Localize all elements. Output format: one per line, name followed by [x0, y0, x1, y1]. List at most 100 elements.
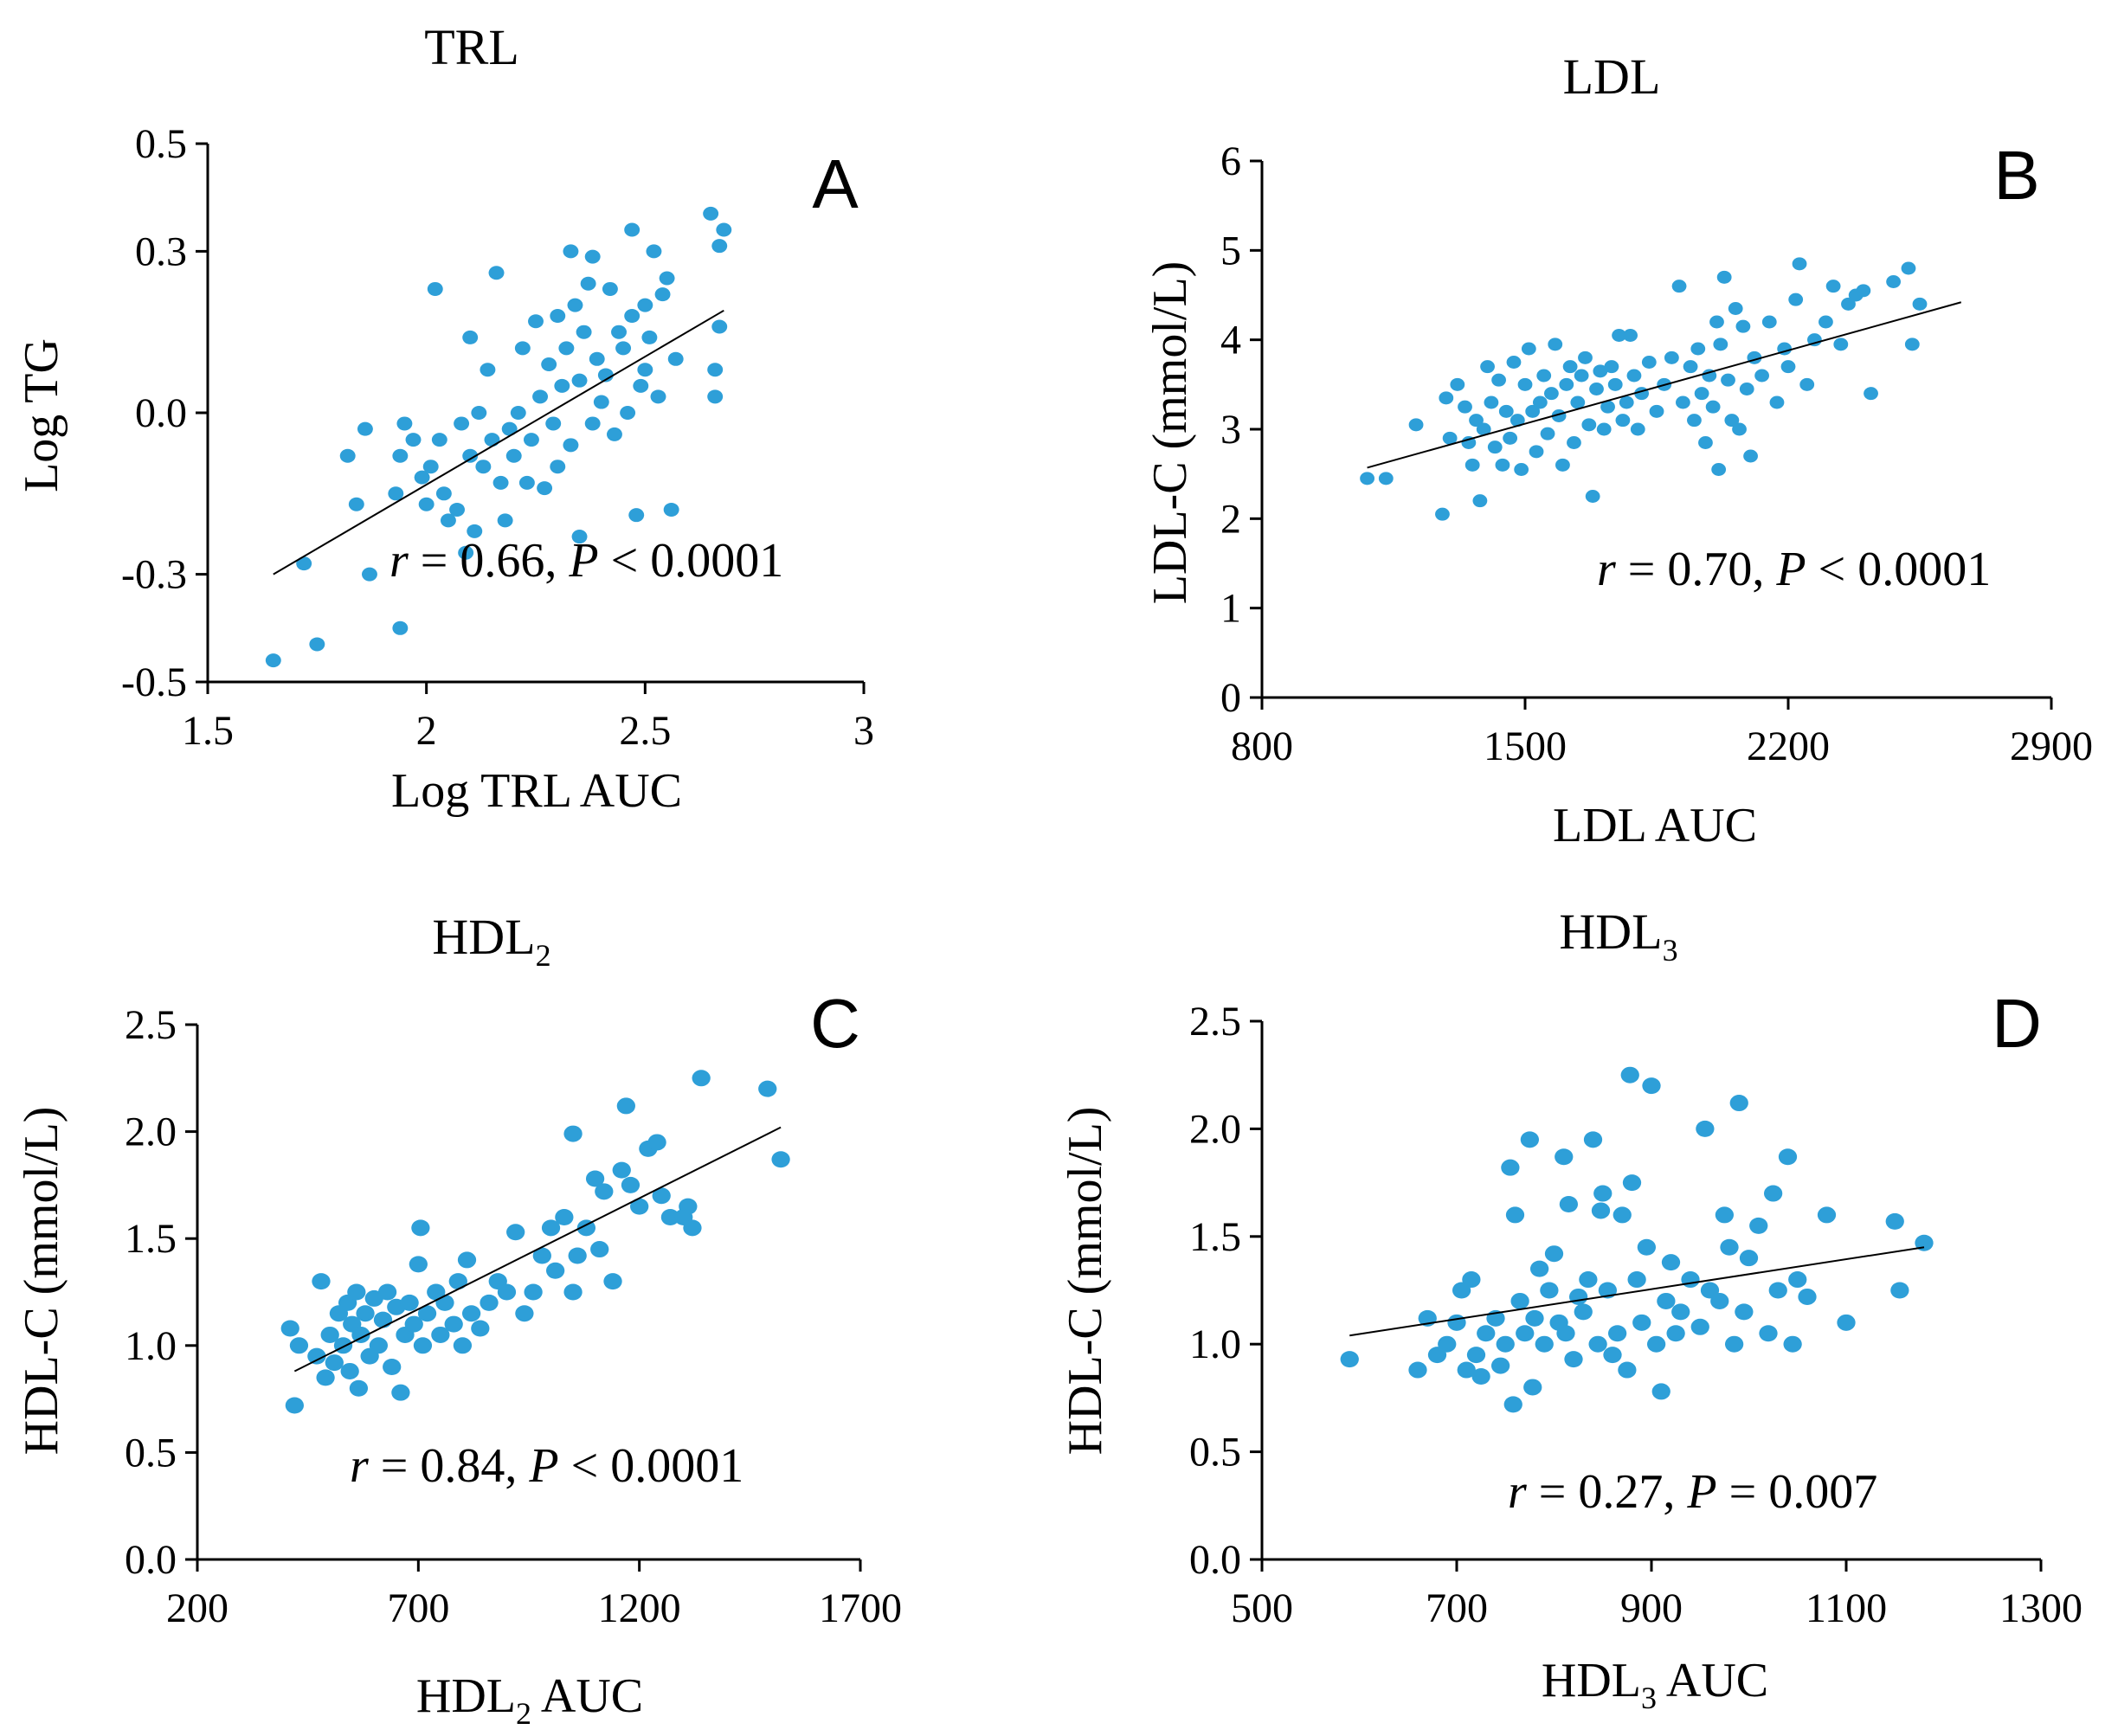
- panel-c-data-point: [411, 1219, 430, 1237]
- panel-b-r-symbol: r: [1597, 543, 1616, 596]
- panel-a-data-point: [620, 406, 636, 420]
- panel-d-data-point: [1462, 1271, 1481, 1289]
- panel-a-fit-line: [273, 309, 724, 575]
- panel-d-data-point: [1529, 1260, 1549, 1277]
- panel-c-data-point: [320, 1326, 339, 1343]
- panel-d-x-label-main: HDL: [1542, 1654, 1641, 1707]
- panel-b-data-point: [1593, 364, 1608, 378]
- panel-b-y-tick-label: 0: [1220, 675, 1241, 721]
- panel-d-data-point: [1438, 1335, 1457, 1353]
- panel-b-data-point: [1498, 404, 1514, 418]
- panel-b: LDL B 800 1500 2200 2900 0 1 2 3 4 5 6 LDL AUC LD…: [1143, 48, 2093, 852]
- panel-d-data-point: [1603, 1347, 1622, 1364]
- panel-c-y-tick-label: 0.5: [125, 1430, 177, 1476]
- panel-c-data-point: [356, 1305, 375, 1322]
- panel-d-p-symbol: P: [1686, 1465, 1716, 1519]
- panel-a-data-point: [637, 298, 653, 312]
- panel-c-data-point: [391, 1384, 410, 1401]
- panel-c-data-point: [555, 1208, 574, 1225]
- panel-a-data-point: [435, 486, 452, 501]
- panel-d-data-point: [1681, 1271, 1700, 1289]
- panel-b-data-point: [1690, 342, 1706, 356]
- panel-b-data-point: [1728, 302, 1743, 315]
- panel-b-data-point: [1735, 319, 1751, 333]
- panel-b-data-point: [1825, 280, 1841, 293]
- panel-a-data-point: [571, 373, 588, 388]
- panel-a-data-point: [659, 271, 675, 286]
- panel-b-data-point: [1567, 436, 1581, 449]
- panel-a-data-point: [488, 266, 505, 280]
- panel-d-p-value: = 0.007: [1717, 1465, 1878, 1519]
- panel-a-data-point: [624, 222, 641, 237]
- panel-a-stat-annotation: r = 0.66, P < 0.0001: [389, 534, 783, 588]
- panel-a-x-tick-label: 2.5: [619, 708, 671, 754]
- panel-d-data-point: [1510, 1292, 1529, 1309]
- panel-a-data-point: [550, 460, 566, 474]
- panel-c-data-point: [383, 1359, 402, 1376]
- panel-b-data-point: [1676, 395, 1690, 409]
- panel-a-data-point: [558, 341, 575, 356]
- panel-d-data-point: [1890, 1282, 1909, 1299]
- panel-a-data-point: [550, 309, 566, 324]
- panel-b-data-point: [1799, 377, 1815, 391]
- panel-b-data-point: [1596, 422, 1612, 436]
- panel-a-data-point: [571, 530, 588, 544]
- panel-c-data-point: [461, 1305, 481, 1322]
- panel-a-data-point: [611, 325, 627, 339]
- panel-a-data-point: [593, 395, 609, 409]
- panel-d-data-point: [1579, 1271, 1598, 1289]
- panel-b-data-point: [1536, 369, 1552, 383]
- panel-d-data-point: [1837, 1314, 1856, 1331]
- panel-b-data-point: [1687, 414, 1702, 428]
- panel-a-data-point: [584, 249, 601, 264]
- panel-d-data-point: [1696, 1120, 1715, 1137]
- panel-b-data-point: [1694, 387, 1709, 401]
- panel-a-data-point: [348, 497, 364, 511]
- panel-c-x-axis-label: HDL2 AUC: [416, 1669, 643, 1731]
- panel-b-y-tick-label: 3: [1220, 407, 1241, 453]
- panel-c-data-point: [351, 1326, 370, 1343]
- panel-d-data-point: [1739, 1250, 1759, 1267]
- panel-a-data-point: [615, 341, 632, 356]
- panel-b-data-point: [1819, 315, 1833, 329]
- panel-c-data-point: [333, 1337, 353, 1354]
- panel-a-data-point: [265, 653, 281, 668]
- panel-c-data-point: [612, 1161, 631, 1179]
- panel-b-data-point: [1713, 338, 1728, 351]
- panel-d-data-point: [1447, 1314, 1466, 1331]
- panel-a-y-tick-label: -0.5: [121, 659, 187, 705]
- panel-b-data-point: [1476, 422, 1491, 436]
- panel-a-data-point: [537, 481, 553, 496]
- panel-d-data-point: [1724, 1335, 1744, 1353]
- panel-a-data-point: [633, 378, 649, 393]
- panel-d-data-point: [1613, 1206, 1632, 1224]
- panel-a-title: TRL: [424, 19, 519, 75]
- panel-d-data-point: [1555, 1148, 1574, 1166]
- panel-b-data-point: [1548, 338, 1563, 351]
- panel-d-stat-annotation: r = 0.27, P = 0.007: [1508, 1465, 1877, 1519]
- panel-c-data-point: [621, 1176, 641, 1193]
- panel-d-y-tick-label: 2.5: [1189, 999, 1241, 1045]
- panel-b-data-point: [1521, 342, 1536, 356]
- panel-a-data-point: [475, 460, 492, 474]
- panel-b-plot: 800 1500 2200 2900 0 1 2 3 4 5 6: [1220, 138, 2093, 769]
- panel-a-data-point: [584, 416, 601, 431]
- panel-b-data-point: [1769, 395, 1785, 409]
- panel-d-x-tick-label: 900: [1620, 1585, 1683, 1631]
- panel-b-data-point: [1472, 494, 1488, 508]
- panel-d-data-point: [1588, 1335, 1607, 1353]
- panel-a-data-point: [296, 556, 312, 571]
- panel-c-y-tick-label: 0.0: [125, 1537, 177, 1583]
- panel-d-data-point: [1471, 1368, 1490, 1386]
- panel-c-data-point: [377, 1283, 397, 1301]
- panel-b-data-point: [1503, 431, 1518, 445]
- panel-c-data-point: [373, 1311, 393, 1328]
- panel-c-data-point: [289, 1337, 309, 1354]
- panel-a-x-tick-label: 1.5: [182, 708, 234, 754]
- panel-a-data-point: [541, 357, 557, 372]
- panel-a-data-point: [462, 330, 479, 344]
- panel-c-y-ticks: 0.0 0.5 1.0 1.5 2.0 2.5: [125, 1002, 197, 1583]
- panel-a-p-value: < 0.0001: [599, 534, 784, 588]
- panel-d-data-point: [1657, 1292, 1676, 1309]
